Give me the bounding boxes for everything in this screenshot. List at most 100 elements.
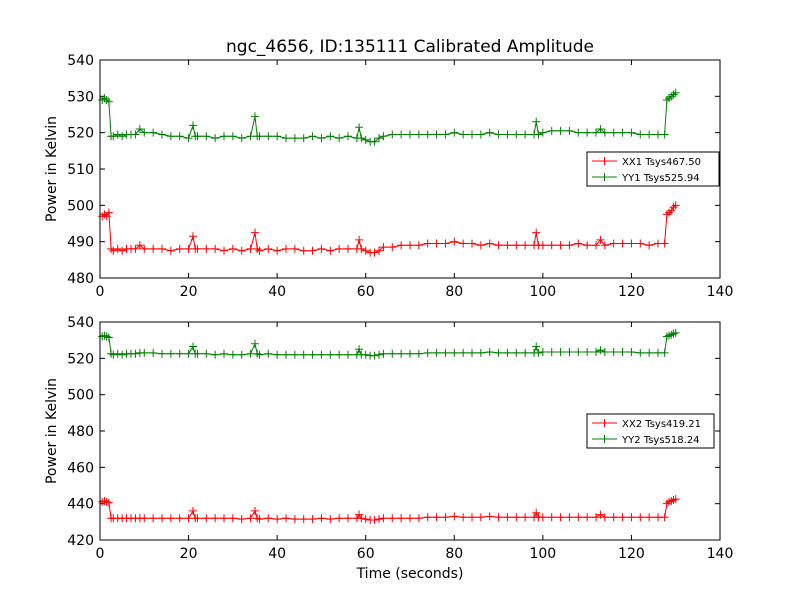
legend-swatch-marker <box>600 157 609 165</box>
data-point-marker <box>596 510 605 519</box>
data-point-marker <box>596 346 605 355</box>
data-point-marker <box>149 244 158 253</box>
data-point-marker <box>357 244 366 253</box>
legend-swatch-marker <box>600 419 609 427</box>
data-point-marker <box>636 239 645 248</box>
data-point-marker <box>441 348 450 357</box>
data-point-marker <box>299 515 308 524</box>
data-point-marker <box>494 348 503 357</box>
data-point-marker <box>512 348 521 357</box>
data-point-marker <box>397 514 406 523</box>
data-point-marker <box>503 130 512 139</box>
data-point-marker <box>273 132 282 141</box>
data-point-marker <box>166 514 175 523</box>
data-point-marker <box>361 350 370 359</box>
data-point-marker <box>414 241 423 250</box>
data-point-marker <box>441 239 450 248</box>
data-point-marker <box>468 513 476 522</box>
data-point-marker <box>193 349 202 358</box>
series-2 <box>98 328 680 360</box>
legend-box <box>586 151 720 187</box>
series-line <box>101 92 677 143</box>
x-tick-label: 140 <box>707 284 734 300</box>
data-point-marker <box>556 347 565 356</box>
data-point-marker <box>149 348 158 357</box>
data-point-marker <box>565 126 574 135</box>
data-point-marker <box>264 349 273 358</box>
data-point-marker <box>450 348 459 357</box>
data-point-marker <box>175 514 184 523</box>
data-point-marker <box>450 128 459 137</box>
data-point-marker <box>255 246 264 255</box>
data-point-marker <box>671 88 680 97</box>
data-point-marker <box>476 241 485 250</box>
data-point-marker <box>556 126 565 135</box>
data-point-marker <box>618 239 627 248</box>
data-point-marker <box>441 130 450 139</box>
data-point-marker <box>193 132 202 141</box>
data-point-marker <box>326 350 335 359</box>
data-point-marker <box>175 244 184 253</box>
data-point-marker <box>583 241 592 250</box>
data-point-marker <box>264 244 273 253</box>
data-point-marker <box>370 516 379 525</box>
x-tick-label: 0 <box>96 284 105 300</box>
data-point-marker <box>202 132 211 141</box>
data-point-marker <box>627 239 636 248</box>
data-point-marker <box>228 132 237 141</box>
data-point-marker <box>335 134 344 143</box>
data-point-marker <box>189 342 197 351</box>
data-point-marker <box>166 132 175 141</box>
data-point-marker <box>592 513 600 522</box>
data-point-marker <box>211 134 220 143</box>
data-point-marker <box>220 132 228 141</box>
data-point-marker <box>459 348 468 357</box>
data-point-marker <box>264 132 273 141</box>
data-point-marker <box>166 246 175 255</box>
data-point-marker <box>627 347 636 356</box>
data-point-marker <box>618 128 627 137</box>
x-tick-label: 120 <box>618 284 645 300</box>
data-point-marker <box>140 514 149 523</box>
data-point-marker <box>645 241 654 250</box>
data-point-marker <box>379 514 388 523</box>
chart-panels: 0 20 40 60 80 100 120 140 480 490 500 510 520 530 540 P… <box>44 53 733 562</box>
data-point-marker <box>565 513 574 522</box>
data-point-marker <box>627 128 636 137</box>
data-point-marker <box>583 513 592 522</box>
data-point-marker <box>671 201 680 210</box>
data-point-marker <box>135 241 144 250</box>
data-point-marker <box>158 514 166 523</box>
data-point-marker <box>131 244 140 253</box>
data-point-marker <box>414 514 423 523</box>
data-point-marker <box>361 135 370 144</box>
data-point-marker <box>532 508 541 517</box>
data-point-marker <box>131 130 140 139</box>
data-point-marker <box>299 350 308 359</box>
data-point-marker <box>189 121 197 130</box>
data-point-marker <box>432 348 441 357</box>
data-point-marker <box>538 513 547 522</box>
x-tick-label: 60 <box>357 546 375 562</box>
data-point-marker <box>592 347 600 356</box>
data-point-marker <box>636 130 645 139</box>
data-point-marker <box>532 342 541 351</box>
data-point-marker <box>361 515 370 524</box>
data-point-marker <box>388 130 397 139</box>
data-point-marker <box>361 246 370 255</box>
y-tick-label: 420 <box>67 533 94 549</box>
y-axis-label: Power in Kelvin <box>44 378 60 484</box>
data-point-marker <box>485 347 494 356</box>
data-point-marker <box>237 515 246 524</box>
data-point-marker <box>388 514 397 523</box>
y-tick-label: 530 <box>67 89 94 105</box>
data-point-marker <box>468 348 476 357</box>
data-point-marker <box>379 243 388 252</box>
data-point-marker <box>534 130 543 139</box>
data-point-marker <box>237 350 246 359</box>
y-tick-label: 500 <box>67 388 94 404</box>
data-point-marker <box>158 244 166 253</box>
data-point-marker <box>251 112 259 121</box>
data-point-marker <box>636 513 645 522</box>
axes-frame <box>99 59 721 279</box>
